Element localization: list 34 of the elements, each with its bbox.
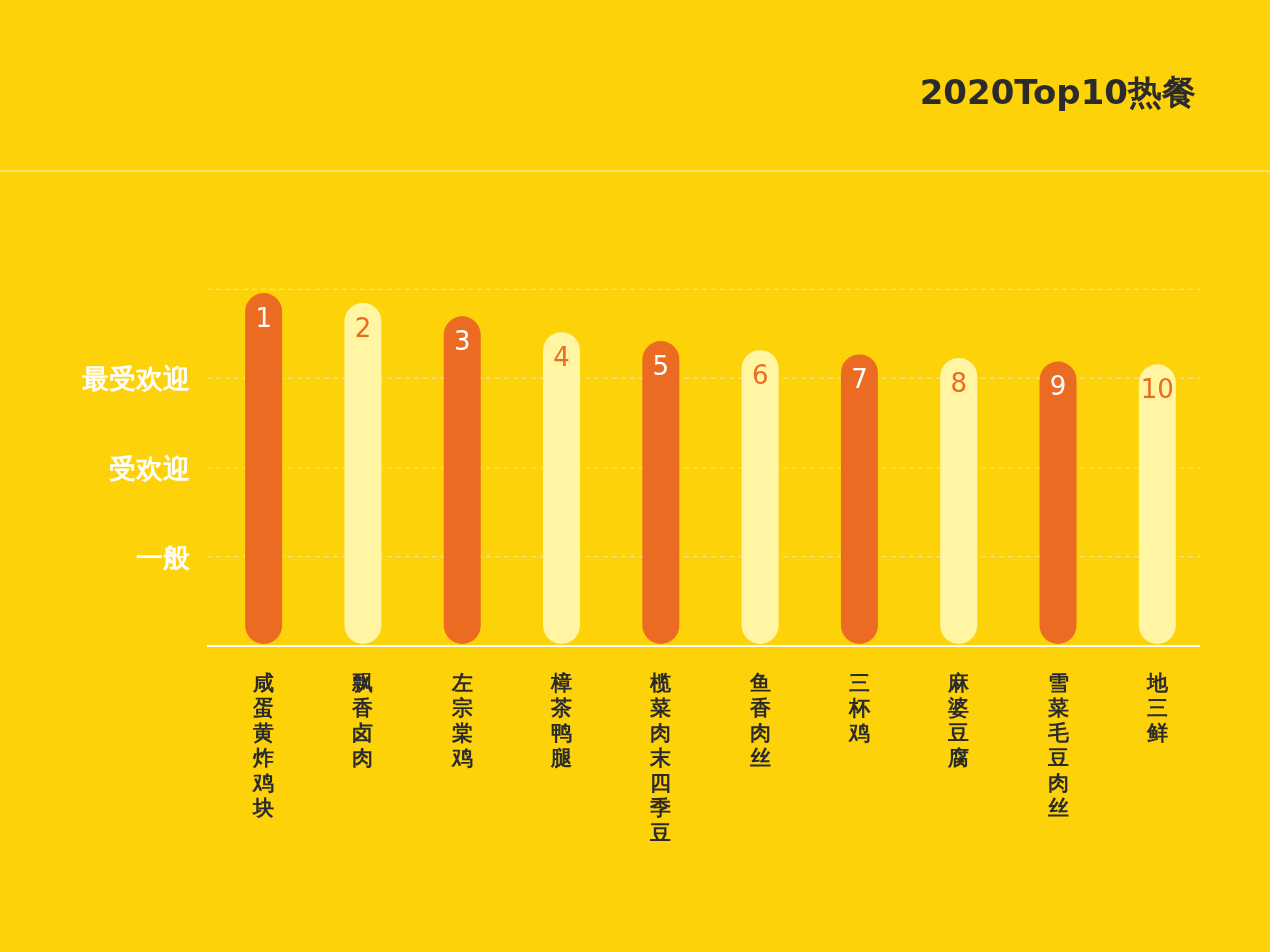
x-tick-label: 左宗棠鸡: [450, 671, 473, 770]
bar: [642, 341, 680, 644]
bar: [443, 316, 481, 644]
x-tick-label: 鱼香肉丝: [748, 671, 771, 770]
bar: [1138, 364, 1176, 644]
x-tick-label: 地三鲜: [1145, 671, 1169, 745]
bar: [741, 350, 779, 644]
annotation: 10: [1140, 374, 1174, 405]
bar: [543, 332, 581, 644]
annotation: 9: [1049, 371, 1067, 402]
annotation: 6: [751, 360, 769, 391]
annotation: 2: [354, 312, 372, 343]
bar: [840, 354, 878, 644]
annotation: 8: [950, 367, 968, 398]
bar: [1039, 361, 1077, 644]
annotation: 7: [851, 364, 868, 395]
annotation: 3: [453, 326, 471, 357]
bar: [940, 357, 978, 644]
ref-line-label: 受欢迎: [109, 452, 190, 484]
bar: [344, 302, 382, 644]
ref-line-label: 一般: [136, 541, 191, 573]
annotation: 1: [255, 303, 272, 333]
x-tick-label: 三杯鸡: [847, 671, 871, 745]
ref-line-label: 最受欢迎: [81, 363, 190, 395]
chart-title: 2020Top10热餐: [919, 72, 1196, 112]
x-tick-label: 麻婆豆腐: [947, 671, 971, 770]
x-tick-label: 雪菜毛豆肉丝: [1046, 671, 1070, 820]
x-tick-label: 咸蛋黄炸鸡块: [252, 671, 275, 820]
annotation: 5: [652, 351, 670, 382]
bar: [245, 293, 283, 644]
x-tick-label: 樟茶鸭腿: [550, 671, 574, 770]
annotation: 4: [553, 342, 570, 373]
x-tick-label: 榄菜肉末四季豆: [649, 671, 673, 845]
x-tick-label: 飘香卤肉: [351, 671, 374, 770]
